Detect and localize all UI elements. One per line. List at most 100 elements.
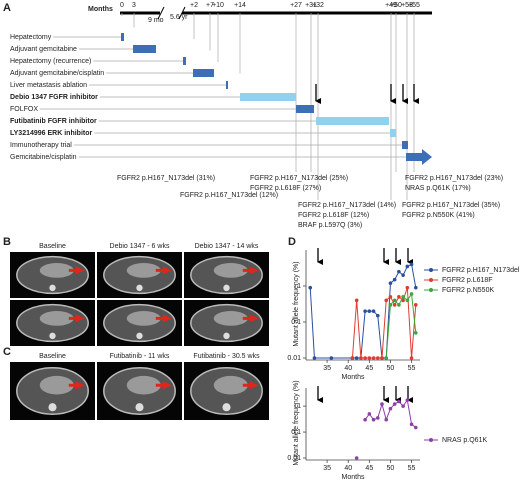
data-point <box>409 292 414 296</box>
data-point <box>413 331 418 335</box>
panel-label: A <box>3 2 11 14</box>
data-point <box>380 402 384 406</box>
data-point <box>363 309 367 313</box>
x-axis-label: Months <box>342 374 365 381</box>
x-tick-label: 35 <box>323 365 331 372</box>
data-point <box>354 456 359 460</box>
data-point <box>409 356 414 360</box>
data-point <box>409 422 414 427</box>
ct-organ <box>39 375 74 395</box>
panel-label: D <box>288 236 296 248</box>
data-point <box>380 356 384 360</box>
data-point <box>312 356 317 360</box>
ct-spine <box>223 284 230 292</box>
treatment-label: Liver metastasis ablation <box>10 82 87 89</box>
data-point <box>405 298 410 303</box>
data-point <box>371 309 376 313</box>
y-tick-label: 1 <box>297 403 301 410</box>
timeline-tick-label: +49 <box>385 2 397 9</box>
mutation-annotation: NRAS p.Q61K (17%) <box>405 185 471 192</box>
mutation-annotation: FGFR2 p.H167_N173del (23%) <box>405 175 503 182</box>
series-line <box>364 398 417 428</box>
ct-arrow <box>242 381 259 390</box>
panel-label: C <box>3 346 11 358</box>
data-point <box>388 406 393 411</box>
mutation-annotation: FGFR2 p.H167_N173del (14%) <box>298 202 396 209</box>
arrow-head <box>422 149 432 165</box>
data-point <box>367 412 372 416</box>
legend-swatch <box>429 278 433 282</box>
data-point <box>359 356 363 360</box>
x-tick-label: 45 <box>365 465 373 472</box>
image-caption: Baseline <box>39 353 66 360</box>
ct-arrow <box>155 381 172 390</box>
image-caption: Debio 1347 - 14 wks <box>195 243 259 250</box>
ct-organ <box>39 263 74 278</box>
ct-spine <box>136 332 143 340</box>
treatment-label: Adjuvant gemcitabine <box>10 46 77 53</box>
data-point <box>388 281 393 285</box>
data-point <box>405 285 410 290</box>
data-point <box>371 417 376 422</box>
ct-spine <box>223 332 230 340</box>
axis-break <box>178 6 186 20</box>
ct-organ <box>213 311 248 326</box>
legend-label: FGFR2 p.N550K <box>442 287 494 294</box>
mutation-annotation: FGFR2 p.N550K (41%) <box>402 212 475 219</box>
timeline-tick-label: 0 <box>120 2 124 9</box>
ct-arrow <box>155 314 172 323</box>
data-point <box>405 264 410 269</box>
ct-organ <box>213 375 248 395</box>
image-caption: Futibatinib - 11 wks <box>110 353 170 360</box>
data-point <box>367 309 372 313</box>
ct-spine <box>48 403 57 412</box>
x-axis-label: Months <box>342 474 365 481</box>
data-point <box>413 425 418 430</box>
x-tick-label: 35 <box>323 465 331 472</box>
timeline-tick-label: +27 <box>290 2 302 9</box>
y-axis-label: Mutant allele frequency (%) <box>293 261 300 346</box>
data-point <box>401 404 405 408</box>
data-point <box>388 303 393 307</box>
mutation-annotation: FGFR2 p.H167_N173del (35%) <box>402 202 500 209</box>
treatment-bar <box>226 81 228 89</box>
data-point <box>371 356 376 360</box>
image-caption: Debio 1347 - 6 wks <box>110 243 170 250</box>
y-tick-label: 1 <box>297 283 301 290</box>
ct-arrow <box>242 266 259 275</box>
axis-break <box>157 6 165 20</box>
treatment-label: Futibatinib FGFR inhibitor <box>10 118 97 125</box>
x-tick-label: 55 <box>408 365 416 372</box>
ct-spine <box>49 332 56 340</box>
ct-organ <box>39 311 74 326</box>
data-point <box>397 399 401 404</box>
ct-arrow <box>242 314 259 323</box>
x-tick-label: 50 <box>387 365 395 372</box>
treatment-label: Debio 1347 FGFR inhibitor <box>10 94 98 101</box>
timeline-tick-label: 3 <box>132 2 136 9</box>
mutation-annotation: BRAF p.L597Q (3%) <box>298 222 362 229</box>
data-point <box>375 313 380 318</box>
timeline-tick-label: +7 <box>206 2 214 9</box>
treatment-bar <box>406 153 422 161</box>
data-point <box>401 273 405 277</box>
treatment-label: LY3214996 ERK inhibitor <box>10 130 92 137</box>
legend-swatch <box>429 288 433 292</box>
data-point <box>397 269 401 274</box>
y-tick-label: 0.1 <box>291 319 301 326</box>
ct-arrow <box>155 266 172 275</box>
data-point <box>409 262 414 267</box>
timeline-tick-label: +55 <box>408 2 420 9</box>
mutation-annotation: FGFR2 p.H167_N173del (31%) <box>117 175 215 182</box>
data-point <box>384 356 389 360</box>
y-tick-label: 0.1 <box>291 429 301 436</box>
treatment-bar <box>296 105 314 113</box>
ct-spine <box>222 403 231 412</box>
ct-spine <box>136 284 143 292</box>
ct-arrow <box>68 266 85 275</box>
data-point <box>413 285 418 290</box>
y-axis-label: Mutant allele frequency (%) <box>293 380 300 465</box>
ct-organ <box>126 375 161 395</box>
data-point <box>413 303 418 307</box>
